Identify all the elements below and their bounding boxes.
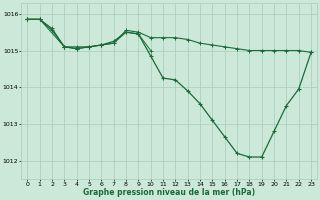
X-axis label: Graphe pression niveau de la mer (hPa): Graphe pression niveau de la mer (hPa) bbox=[83, 188, 255, 197]
